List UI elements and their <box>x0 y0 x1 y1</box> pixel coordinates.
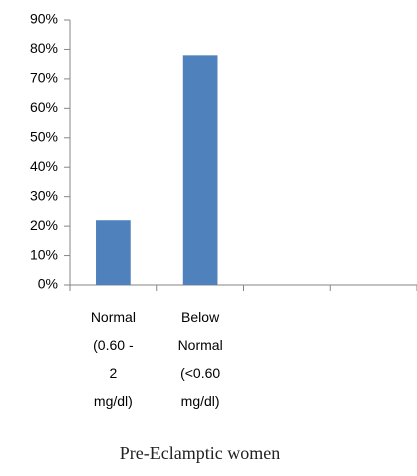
x-tick-label: Below Normal (<0.60 mg/dl) <box>177 309 223 409</box>
y-tick-label: 30% <box>30 187 58 203</box>
y-tick-label: 10% <box>30 246 58 262</box>
chart-title: Pre-Eclamptic women <box>119 443 281 463</box>
bar <box>96 220 131 285</box>
y-tick-label: 50% <box>30 128 58 144</box>
bar <box>182 55 218 286</box>
y-tick-label: 70% <box>30 70 58 86</box>
y-tick-label: 40% <box>30 158 58 174</box>
x-tick-label: Normal (0.60 - 2 mg/dl) <box>90 309 136 409</box>
y-tick-label: 0% <box>38 276 58 292</box>
y-tick-label: 20% <box>30 217 58 233</box>
y-tick-label: 60% <box>30 99 58 115</box>
y-tick-label: 90% <box>30 11 58 27</box>
y-tick-label: 80% <box>30 40 58 56</box>
